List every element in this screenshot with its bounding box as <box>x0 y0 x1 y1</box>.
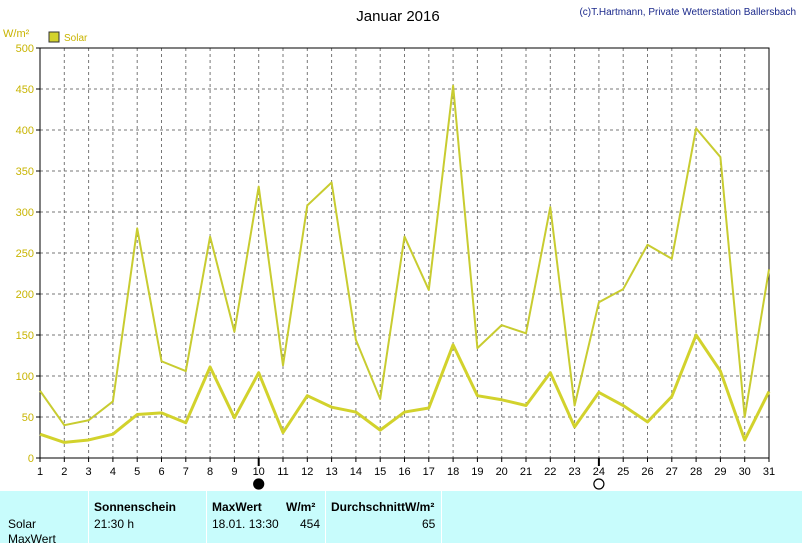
x-tick-label: 25 <box>617 466 629 478</box>
x-axis-tick-labels: 1 2 3 4 5 6 7 8 9 10 11 12 13 14 15 16 17 18 19 20 21 22 23 24 2… <box>37 466 775 478</box>
average-value: 65 <box>422 517 436 531</box>
x-tick-label: 23 <box>568 466 580 478</box>
y-tick-label: 350 <box>16 166 34 178</box>
x-tick-label: 6 <box>158 466 164 478</box>
x-tick-label: 8 <box>207 466 213 478</box>
y-tick-label: 100 <box>16 371 34 383</box>
moon-markers <box>253 458 605 490</box>
y-tick-label: 450 <box>16 84 34 96</box>
x-tick-label: 4 <box>110 466 116 478</box>
x-tick-label: 24 <box>593 466 605 478</box>
x-tick-label: 13 <box>325 466 337 478</box>
legend-swatch <box>48 31 60 43</box>
x-tick-label: 17 <box>423 466 435 478</box>
x-tick-label: 29 <box>714 466 726 478</box>
series-line-max <box>39 84 770 427</box>
new-moon-icon <box>593 478 605 490</box>
legend-label: Solar <box>64 33 88 44</box>
x-tick-label: 16 <box>398 466 410 478</box>
x-tick-label: 19 <box>471 466 483 478</box>
header-durchschnitt: DurchschnittW/m² <box>331 500 435 514</box>
x-tick-label: 10 <box>253 466 265 478</box>
y-tick-label: 250 <box>16 248 34 260</box>
chart-title: Januar 2016 <box>356 8 439 25</box>
x-tick-label: 12 <box>301 466 313 478</box>
x-tick-label: 11 <box>277 466 288 478</box>
y-tick-label: 50 <box>22 412 34 424</box>
footer-divider <box>441 491 442 543</box>
sonnenschein-value: 21:30 h <box>94 517 135 531</box>
summary-footer: Sonnenschein MaxWert W/m² DurchschnittW/… <box>0 491 802 546</box>
x-tick-label: 14 <box>350 466 362 478</box>
max-date-value: 18.01. 13:30 <box>212 517 279 531</box>
grid <box>36 47 770 462</box>
y-axis-tick-labels: 0 50 100 150 200 250 300 350 400 450 500 <box>16 43 34 465</box>
x-tick-label: 15 <box>374 466 386 478</box>
x-tick-label: 26 <box>641 466 653 478</box>
footer-divider <box>88 491 89 543</box>
header-unit: W/m² <box>286 500 316 514</box>
full-moon-icon <box>253 478 265 490</box>
x-tick-label: 27 <box>666 466 678 478</box>
y-tick-label: 0 <box>28 453 34 465</box>
y-tick-label: 500 <box>16 43 34 55</box>
header-maxwert: MaxWert <box>212 500 262 514</box>
y-tick-label: 400 <box>16 125 34 137</box>
x-tick-label: 22 <box>544 466 556 478</box>
footer-divider <box>206 491 207 543</box>
x-tick-label: 1 <box>37 466 43 478</box>
x-tick-label: 30 <box>739 466 751 478</box>
x-tick-label: 3 <box>86 466 92 478</box>
x-tick-label: 21 <box>520 466 532 478</box>
y-tick-label: 200 <box>16 289 34 301</box>
y-tick-label: 300 <box>16 207 34 219</box>
x-tick-label: 7 <box>183 466 189 478</box>
y-axis-unit-label: W/m² <box>3 28 30 40</box>
x-tick-label: 28 <box>690 466 702 478</box>
x-tick-label: 2 <box>61 466 67 478</box>
x-tick-label: 18 <box>447 466 459 478</box>
x-tick-label: 20 <box>496 466 508 478</box>
copyright-text: (c)T.Hartmann, Private Wetterstation Bal… <box>579 7 796 18</box>
x-tick-label: 5 <box>134 466 140 478</box>
footer-divider <box>325 491 326 543</box>
y-tick-label: 150 <box>16 330 34 342</box>
max-value: 454 <box>300 517 321 531</box>
header-sonnenschein: Sonnenschein <box>94 500 177 514</box>
series-line-mean <box>39 333 771 444</box>
row-label-solar: Solar <box>8 517 37 531</box>
row-label-maxwert: MaxWert <box>8 532 56 546</box>
series-lines <box>39 84 771 444</box>
x-tick-label: 31 <box>763 466 775 478</box>
x-tick-label: 9 <box>231 466 237 478</box>
